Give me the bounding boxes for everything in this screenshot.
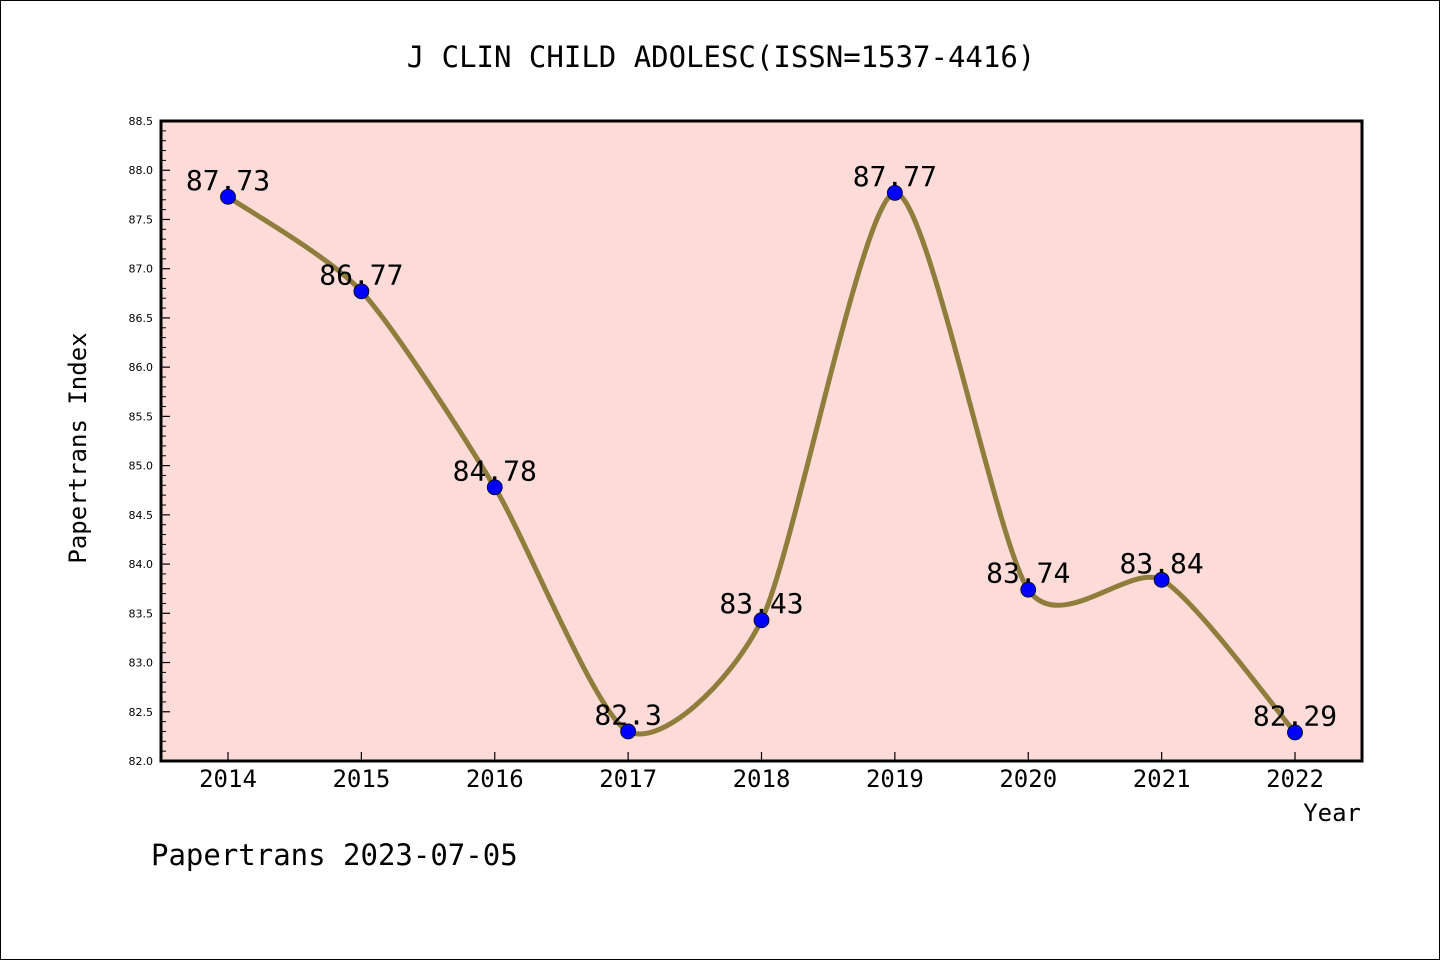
- footer-text: Papertrans 2023-07-05: [151, 838, 518, 872]
- x-tick-label: 2017: [599, 765, 657, 793]
- y-tick-label: 82.5: [129, 706, 154, 719]
- data-point: [486, 479, 503, 496]
- y-tick-label: 82.0: [129, 755, 154, 768]
- data-label: 82.29: [1253, 699, 1337, 732]
- series-line: [226, 190, 1297, 737]
- y-tick-label: 88.0: [129, 164, 154, 177]
- y-tick-label: 86.0: [129, 361, 154, 374]
- data-label: 83.43: [719, 587, 803, 620]
- x-tick-label: 2020: [999, 765, 1057, 793]
- data-points: [220, 184, 1303, 741]
- y-tick-label: 86.5: [129, 312, 154, 325]
- data-label: 87.77: [853, 160, 937, 193]
- x-tick-label: 2022: [1266, 765, 1324, 793]
- y-axis-label: Papertrans Index: [64, 332, 92, 563]
- data-point: [753, 612, 770, 629]
- y-tick-label: 88.5: [129, 115, 154, 128]
- chart-title: J CLIN CHILD ADOLESC(ISSN=1537-4416): [407, 40, 1036, 74]
- y-tick-label: 85.5: [129, 410, 154, 423]
- data-label: 84.78: [453, 454, 537, 487]
- x-tick-label: 2016: [466, 765, 524, 793]
- data-label: 83.84: [1119, 547, 1203, 580]
- y-tick-label: 84.0: [129, 558, 154, 571]
- x-tick-label: 2021: [1133, 765, 1191, 793]
- x-axis-ticks: 2014 2015 2016 2017 2018 2019 2020 2021 2022: [199, 752, 1324, 793]
- y-tick-label: 84.5: [129, 509, 154, 522]
- plot-border: [159, 119, 1364, 763]
- series-line-group: [226, 190, 1297, 737]
- data-point: [1287, 724, 1303, 741]
- plot-area: [161, 121, 1362, 761]
- data-point: [353, 283, 370, 300]
- data-point: [1020, 581, 1037, 598]
- y-tick-label: 87.5: [129, 213, 154, 226]
- x-tick-label: 2019: [866, 765, 924, 793]
- data-label: 83.74: [986, 557, 1070, 590]
- data-point: [620, 723, 637, 740]
- y-tick-label: 83.5: [129, 607, 154, 620]
- data-point: [220, 188, 236, 205]
- y-tick-label: 85.0: [129, 460, 154, 473]
- data-point: [886, 184, 903, 201]
- data-label: 87.73: [186, 164, 270, 197]
- x-tick-label: 2015: [332, 765, 390, 793]
- y-tick-label: 87.0: [129, 263, 154, 276]
- x-axis-label: Year: [1303, 799, 1361, 827]
- data-labels: 87.73 86.77 84.78 82.3 83.43 87.77 83.74 83.84 8…: [186, 160, 1337, 733]
- data-label: 86.77: [319, 258, 403, 291]
- y-tick-label: 83.0: [129, 657, 154, 670]
- x-tick-label: 2018: [733, 765, 791, 793]
- x-tick-label: 2014: [199, 765, 257, 793]
- data-point: [1153, 571, 1170, 588]
- data-label: 82.3: [594, 698, 661, 731]
